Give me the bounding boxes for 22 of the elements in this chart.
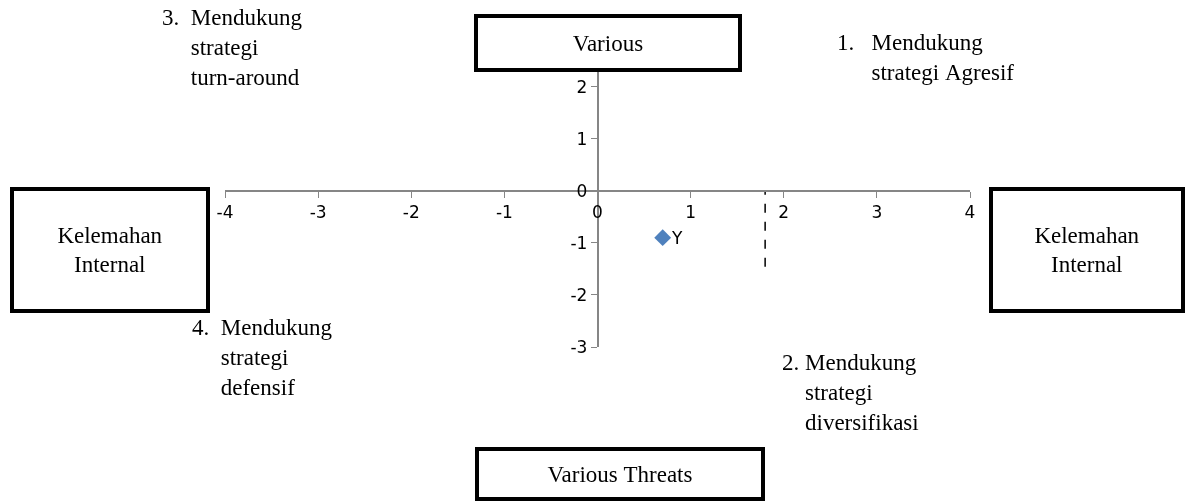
text: Kelemahan Internal <box>57 222 163 278</box>
annotation: 1. Mendukung strategi Agresif <box>837 30 1015 85</box>
x-tick-label: -2 <box>402 201 420 222</box>
y-tick-label: 2 <box>576 76 588 97</box>
x-tick-label: 2 <box>778 201 790 222</box>
text: Various Threats <box>547 461 693 487</box>
annotation: 4. Mendukung strategi defensif <box>192 315 333 400</box>
x-tick-label: 3 <box>871 201 883 222</box>
x-tick-label: -3 <box>309 201 327 222</box>
annotation: 3. Mendukung strategi turn-around <box>162 5 303 90</box>
x-tick-label: 4 <box>964 201 976 222</box>
y-tick-label: -3 <box>570 336 588 357</box>
y-tick-label: -1 <box>570 232 588 253</box>
x-tick-label: -1 <box>495 201 513 222</box>
y-tick-label: 0 <box>576 180 588 201</box>
x-tick-label: 0 <box>592 201 603 222</box>
text: Kelemahan Internal <box>1034 222 1140 278</box>
text: 2. Mendukung strategi diversifikasi <box>782 350 919 435</box>
x-tick-label: -4 <box>216 201 234 222</box>
text: Various <box>572 30 644 56</box>
y-tick-label: -2 <box>570 284 588 305</box>
y-tick-label: 1 <box>576 128 588 149</box>
